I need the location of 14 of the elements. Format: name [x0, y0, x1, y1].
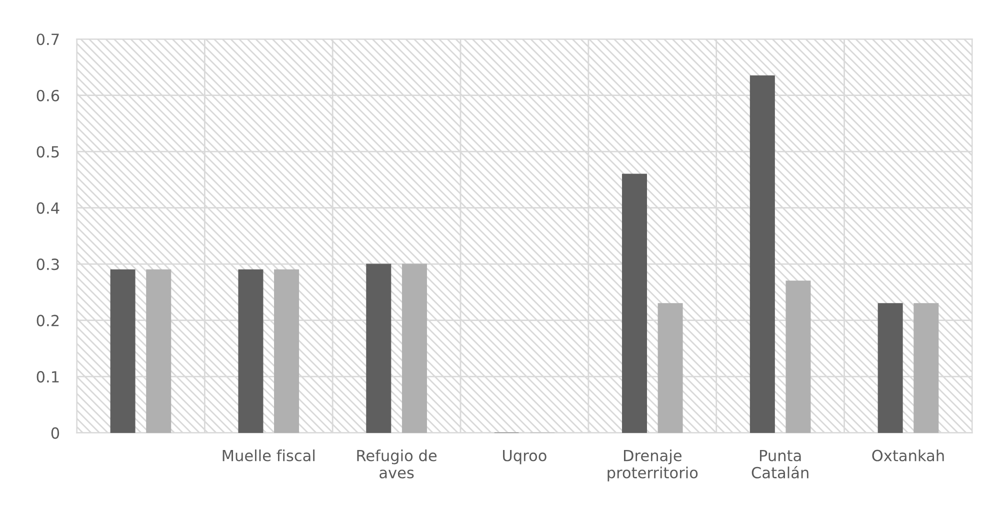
y-tick-label: 0.6: [36, 90, 60, 102]
x-tick-label: Uqroo: [503, 450, 546, 464]
x-tick-label: Muelle fiscal: [222, 449, 314, 462]
y-tick-label: 0: [51, 427, 60, 439]
y-tick-label: 0.3: [36, 258, 59, 270]
y-tick-label: 0.7: [36, 34, 59, 46]
x-tick-label: Drenaje proterritorio: [608, 449, 698, 482]
y-tick-label: 0.2: [36, 314, 59, 326]
y-tick-label: 0.5: [36, 146, 59, 158]
x-tick-label: Refugio de aves: [357, 449, 437, 478]
x-tick-label: Punta Catalán: [752, 450, 808, 478]
x-tick-label: Oxtankah: [872, 449, 944, 462]
y-tick-label: 0.1: [36, 371, 59, 383]
y-tick-label: 0.4: [36, 202, 60, 214]
